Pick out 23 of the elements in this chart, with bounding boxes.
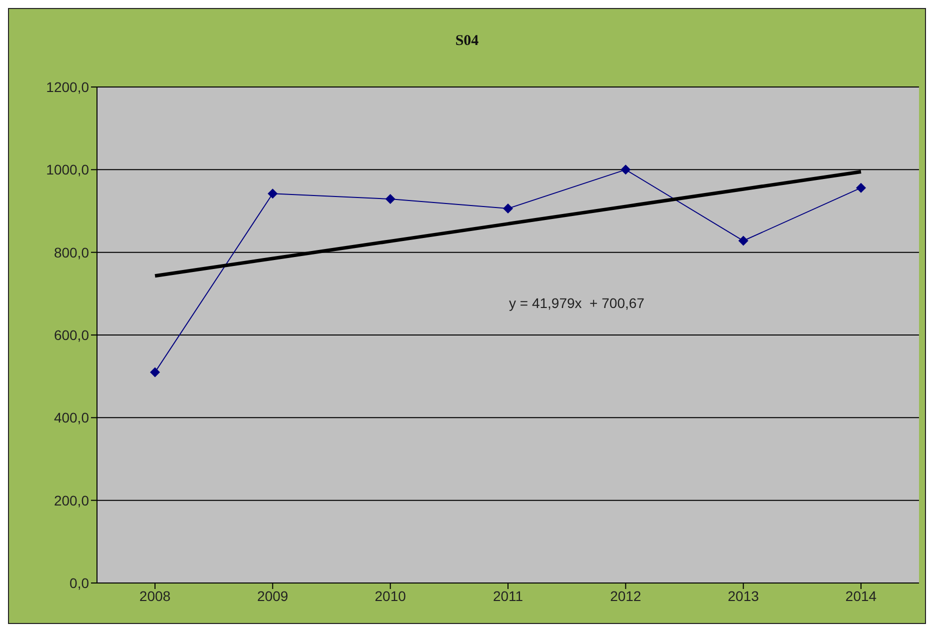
y-tick-label: 1000,0	[46, 162, 90, 178]
point	[385, 194, 396, 204]
x-tick-label: 2013	[728, 588, 760, 604]
point	[620, 164, 631, 175]
x-tick-label: 2014	[845, 588, 877, 604]
x-tick-label: 2012	[610, 588, 642, 604]
point	[738, 236, 748, 246]
x-tick-label: 2011	[492, 588, 524, 604]
point	[503, 204, 513, 214]
y-tick-label: 1200,0	[46, 78, 90, 95]
point	[150, 367, 160, 378]
point	[856, 182, 866, 193]
y-tick-label: 200,0	[54, 492, 90, 508]
point	[268, 188, 278, 199]
y-tick-label: 800,0	[54, 244, 90, 260]
x-tick-label: 2008	[139, 588, 171, 604]
y-tick-label: 0,0	[70, 574, 90, 591]
x-tick-label: 2010	[374, 588, 406, 604]
y-tick-label: 600,0	[54, 326, 90, 343]
chart-title: S04	[454, 33, 480, 50]
annotation: y = 41,979x + 700,67	[509, 295, 644, 311]
x-tick-label: 2009	[257, 588, 288, 604]
y-tick-label: 400,0	[54, 410, 90, 426]
